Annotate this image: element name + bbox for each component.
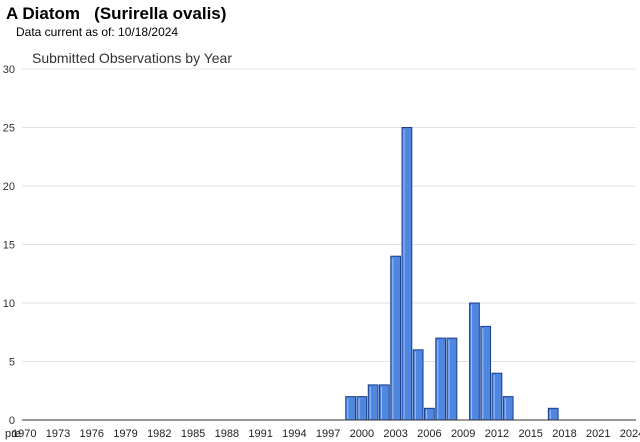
x-tick-label: 1997	[316, 428, 340, 440]
x-tick-label: 2012	[485, 428, 509, 440]
species-title: A Diatom (Surirella ovalis)	[6, 4, 227, 23]
x-tick-label: 1988	[215, 428, 239, 440]
bar-2005	[412, 349, 424, 421]
y-axis-ticks: 0 5 10 15 20 25 30	[3, 64, 15, 427]
bar-2017	[547, 407, 559, 421]
chart-title: Submitted Observations by Year	[32, 50, 232, 66]
bar-2000	[356, 396, 368, 421]
x-tick-label: 1970	[12, 428, 36, 440]
bar-2006	[424, 407, 435, 421]
y-tick-label: 25	[3, 123, 15, 135]
y-tick-label: 0	[9, 415, 15, 427]
data-date: Data current as of: 10/18/2024	[16, 25, 179, 39]
bars	[345, 127, 559, 421]
x-tick-label: 1979	[113, 428, 137, 440]
x-tick-label: 2003	[383, 428, 407, 440]
x-tick-label: 2018	[552, 428, 576, 440]
bar-2012	[491, 372, 503, 421]
x-tick-label: 2000	[350, 428, 374, 440]
x-tick-label: 2006	[417, 428, 441, 440]
x-tick-label: 1982	[147, 428, 171, 440]
x-tick-label: 1985	[181, 428, 205, 440]
bar-2007	[435, 337, 447, 421]
y-tick-label: 10	[3, 298, 15, 310]
y-tick-label: 5	[9, 357, 15, 369]
bar-2008	[446, 337, 458, 421]
x-tick-label: 2015	[518, 428, 542, 440]
bar-2010	[469, 302, 480, 421]
x-tick-label: 1976	[80, 428, 104, 440]
y-tick-label: 30	[3, 64, 15, 76]
bar-2003	[390, 255, 402, 421]
x-tick-label: 1991	[248, 428, 272, 440]
bar-2001	[367, 384, 379, 421]
x-tick-label: 2024	[620, 428, 640, 440]
bar-2004	[401, 127, 413, 421]
bar-2011	[480, 325, 492, 421]
x-tick-label: 1994	[282, 428, 306, 440]
x-tick-label: 2021	[586, 428, 610, 440]
bar-2002	[379, 384, 390, 421]
x-tick-label: pre	[5, 428, 21, 440]
x-tick-label: 1973	[46, 428, 70, 440]
bar-2013	[502, 396, 514, 421]
gridlines	[22, 68, 636, 362]
y-tick-label: 15	[3, 240, 15, 252]
y-tick-label: 20	[3, 181, 15, 193]
x-tick-label: 2009	[451, 428, 475, 440]
bar-1999	[345, 396, 357, 421]
